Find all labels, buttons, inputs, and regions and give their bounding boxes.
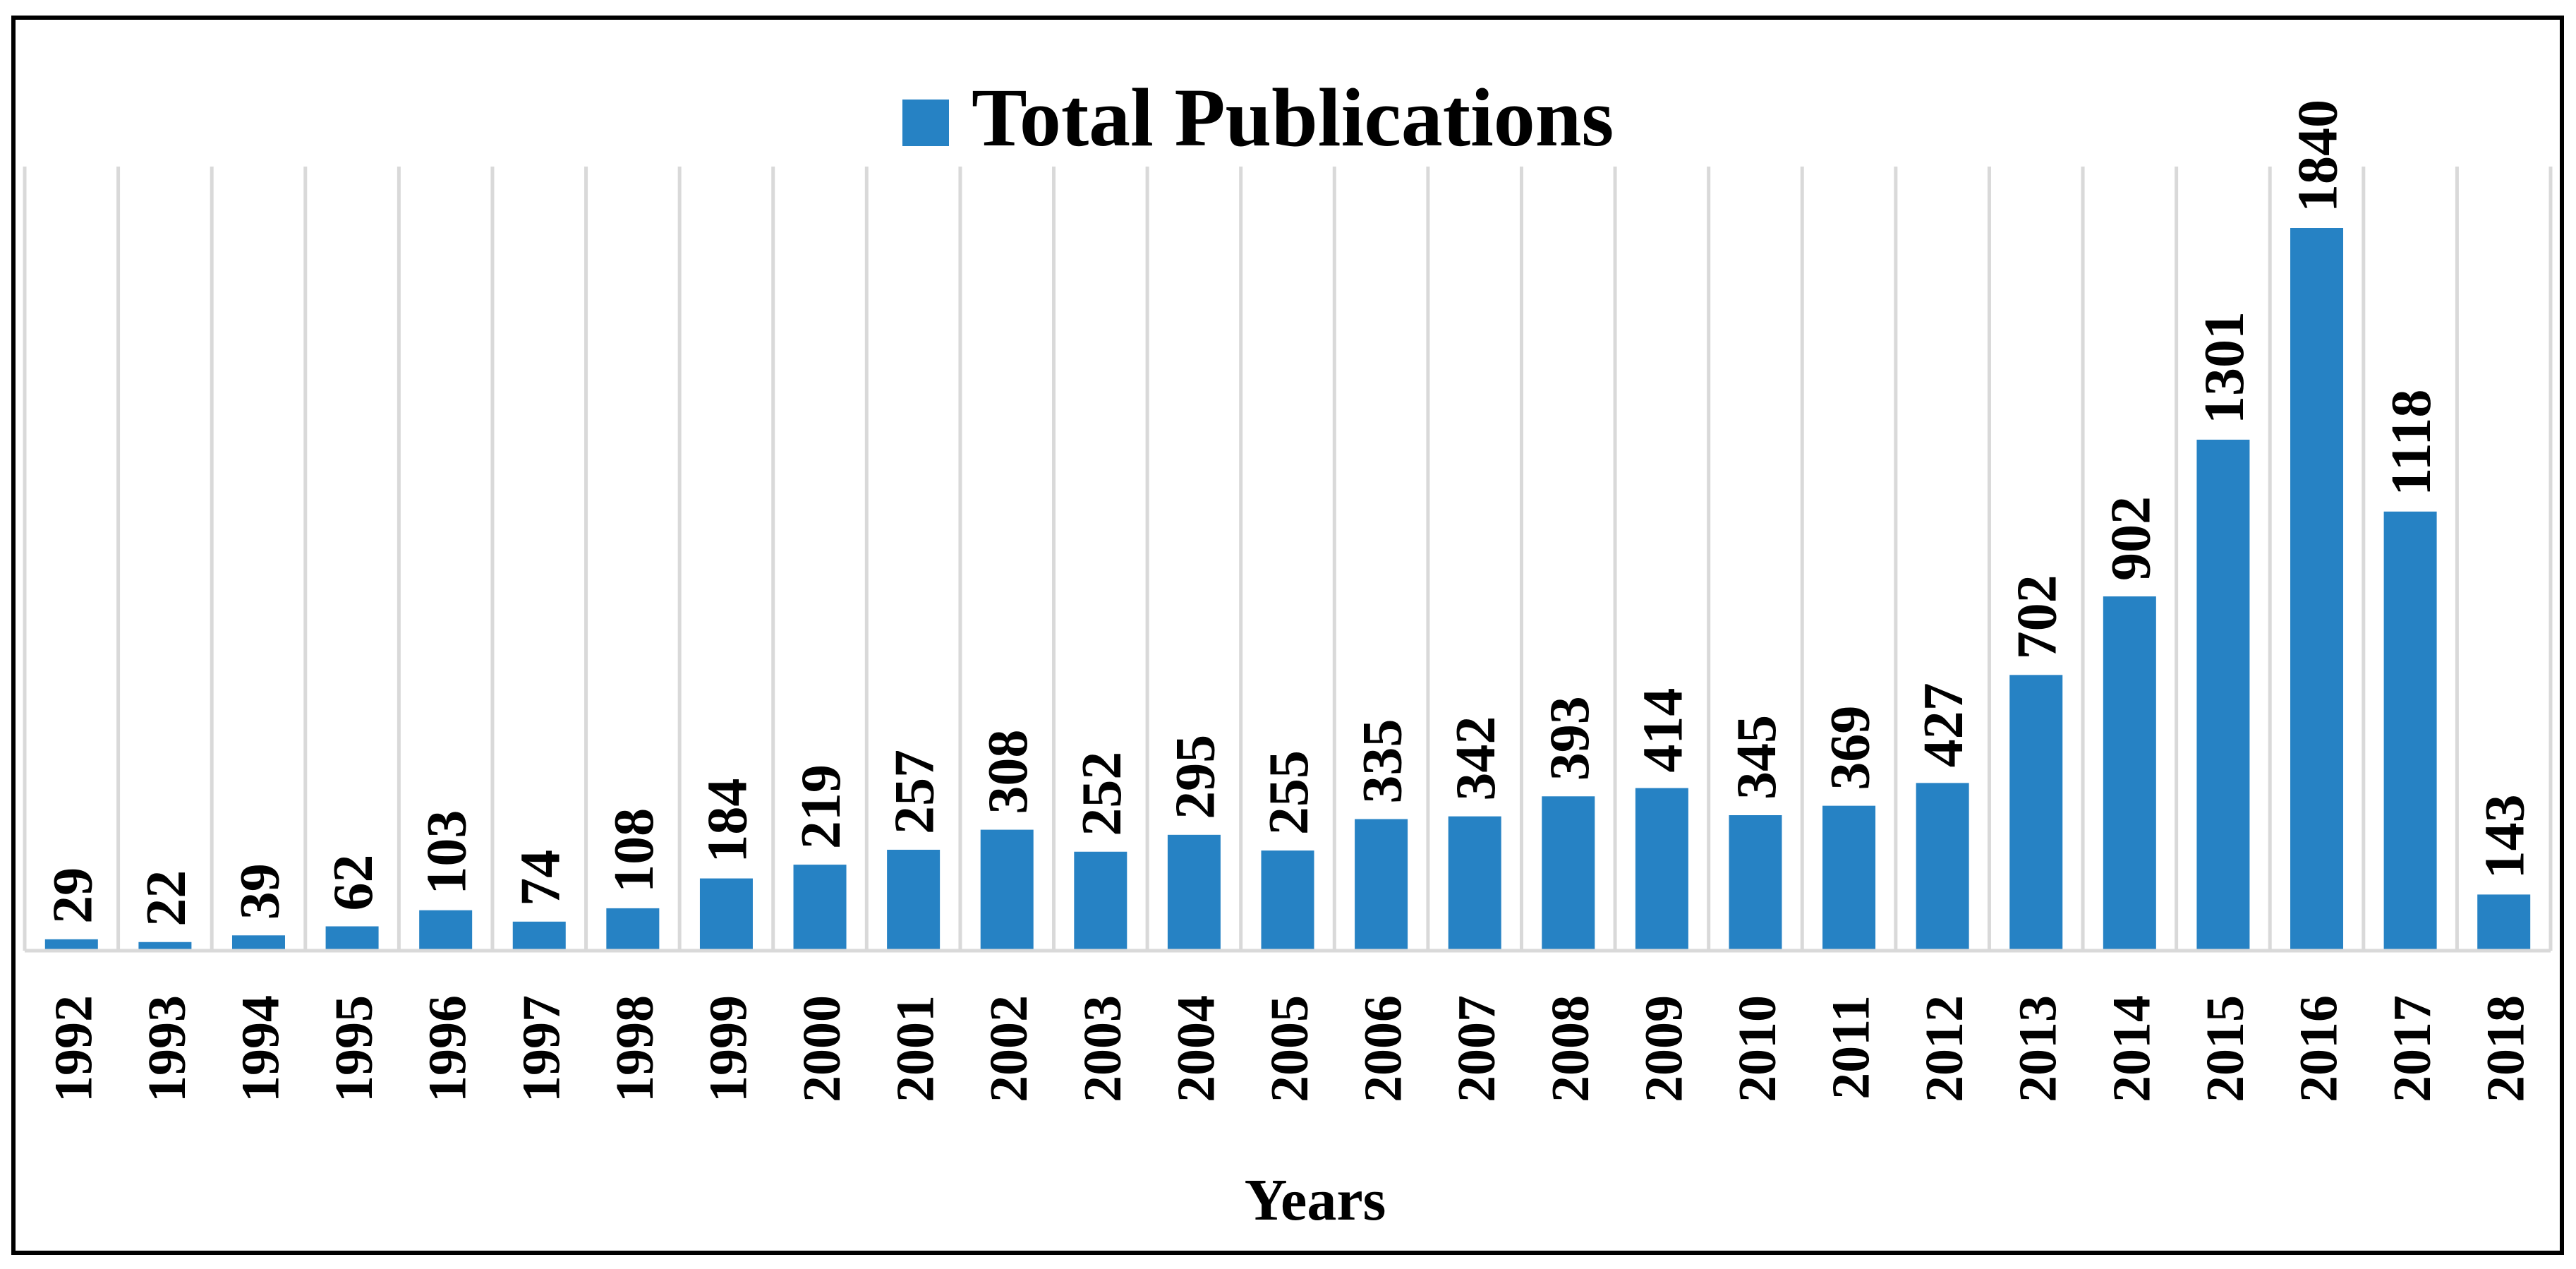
data-label-2009: 414 <box>1632 688 1694 773</box>
x-tick-label-2009: 2009 <box>1634 995 1693 1102</box>
data-label-2012: 427 <box>1913 682 1975 767</box>
data-label-1999: 184 <box>696 778 758 863</box>
x-tick-label-2002: 2002 <box>979 995 1039 1102</box>
x-tick-label-2005: 2005 <box>1260 995 1319 1102</box>
data-label-1994: 39 <box>229 863 291 920</box>
legend-label: Total Publications <box>972 71 1614 164</box>
bar-1995 <box>325 926 379 951</box>
x-tick-label-1999: 1999 <box>699 995 758 1102</box>
x-tick-label-2016: 2016 <box>2290 995 2349 1102</box>
bar-2002 <box>980 829 1034 951</box>
data-label-2017: 1118 <box>2381 390 2443 496</box>
data-label-2013: 702 <box>2007 575 2069 659</box>
bar-2008 <box>1542 796 1595 951</box>
gridlines <box>23 167 2553 951</box>
bar-1999 <box>699 878 753 951</box>
x-tick-labels: 1992 1993 1994 1995 1996 1997 1998 1999 2000 2001… <box>44 995 2535 1102</box>
data-label-2011: 369 <box>1820 706 1882 790</box>
bar-2010 <box>1729 815 1782 951</box>
bar-2017 <box>2383 511 2437 951</box>
x-tick-label-2011: 2011 <box>1822 995 1881 1100</box>
data-label-2002: 308 <box>977 730 1039 814</box>
x-tick-label-1994: 1994 <box>231 995 290 1102</box>
x-tick-label-2014: 2014 <box>2102 995 2161 1102</box>
bar-2012 <box>1916 783 1969 951</box>
x-tick-label-1995: 1995 <box>325 995 384 1102</box>
data-label-1995: 62 <box>322 854 385 910</box>
x-tick-label-1997: 1997 <box>512 995 571 1102</box>
x-tick-label-2004: 2004 <box>1166 995 1226 1102</box>
x-tick-label-2018: 2018 <box>2477 995 2536 1102</box>
bar-2000 <box>793 865 847 951</box>
data-label-2010: 345 <box>1726 715 1788 800</box>
bar-2003 <box>1074 851 1127 951</box>
bar-1998 <box>606 908 660 951</box>
bar-2016 <box>2290 228 2344 951</box>
bar-2006 <box>1355 819 1408 951</box>
x-tick-label-2007: 2007 <box>1447 995 1506 1102</box>
bar-2015 <box>2196 439 2250 951</box>
bar-2009 <box>1635 788 1688 951</box>
data-label-2004: 295 <box>1164 735 1226 819</box>
x-tick-label-2008: 2008 <box>1541 995 1600 1102</box>
bar-2014 <box>2103 596 2156 951</box>
bar-2018 <box>2477 894 2531 951</box>
x-tick-label-1993: 1993 <box>138 995 197 1102</box>
data-label-2015: 1301 <box>2194 311 2256 424</box>
bar-1994 <box>231 935 285 951</box>
bar-1997 <box>512 921 566 951</box>
data-labels: 29 22 39 62 103 74 108 184 219 257 308 252 295 255 335… <box>42 100 2536 927</box>
data-label-2001: 257 <box>884 750 946 834</box>
x-tick-label-2013: 2013 <box>2009 995 2068 1102</box>
bar-2011 <box>1822 805 1876 951</box>
data-label-2016: 1840 <box>2287 100 2350 212</box>
data-label-1993: 22 <box>135 870 198 927</box>
bar-2005 <box>1261 850 1314 951</box>
bar-2001 <box>887 849 941 951</box>
x-tick-label-1992: 1992 <box>44 995 103 1102</box>
data-label-1992: 29 <box>42 867 104 924</box>
data-label-2018: 143 <box>2474 794 2536 879</box>
x-tick-label-2001: 2001 <box>886 995 945 1102</box>
x-tick-label-2006: 2006 <box>1354 995 1413 1102</box>
x-tick-label-2012: 2012 <box>1915 995 1974 1102</box>
data-label-1997: 74 <box>509 850 572 906</box>
bar-2004 <box>1167 834 1221 951</box>
legend-swatch <box>902 100 949 146</box>
bar-2013 <box>2009 675 2063 951</box>
bar-1992 <box>44 939 98 951</box>
data-label-2003: 252 <box>1071 752 1133 836</box>
bar-2007 <box>1448 816 1501 951</box>
x-tick-label-2010: 2010 <box>1728 995 1787 1102</box>
x-tick-label-2015: 2015 <box>2196 995 2255 1102</box>
data-label-2006: 335 <box>1352 719 1414 804</box>
x-tick-label-1996: 1996 <box>418 995 478 1102</box>
x-tick-label-2003: 2003 <box>1073 995 1132 1102</box>
x-tick-label-1998: 1998 <box>605 995 665 1102</box>
bar-1993 <box>138 942 192 951</box>
data-label-2000: 219 <box>790 764 852 849</box>
data-label-2005: 255 <box>1258 750 1320 835</box>
data-label-1998: 108 <box>603 808 665 893</box>
legend: Total Publications <box>902 71 1614 164</box>
data-label-2008: 393 <box>1539 696 1601 781</box>
bars <box>44 228 2531 951</box>
bar-1996 <box>419 910 473 951</box>
x-tick-label-2000: 2000 <box>792 995 852 1102</box>
data-label-1996: 103 <box>416 810 478 895</box>
data-label-2007: 342 <box>1445 716 1507 801</box>
data-label-2014: 902 <box>2100 496 2162 581</box>
x-axis-title: Years <box>1245 1167 1386 1233</box>
x-tick-label-2017: 2017 <box>2383 995 2442 1102</box>
